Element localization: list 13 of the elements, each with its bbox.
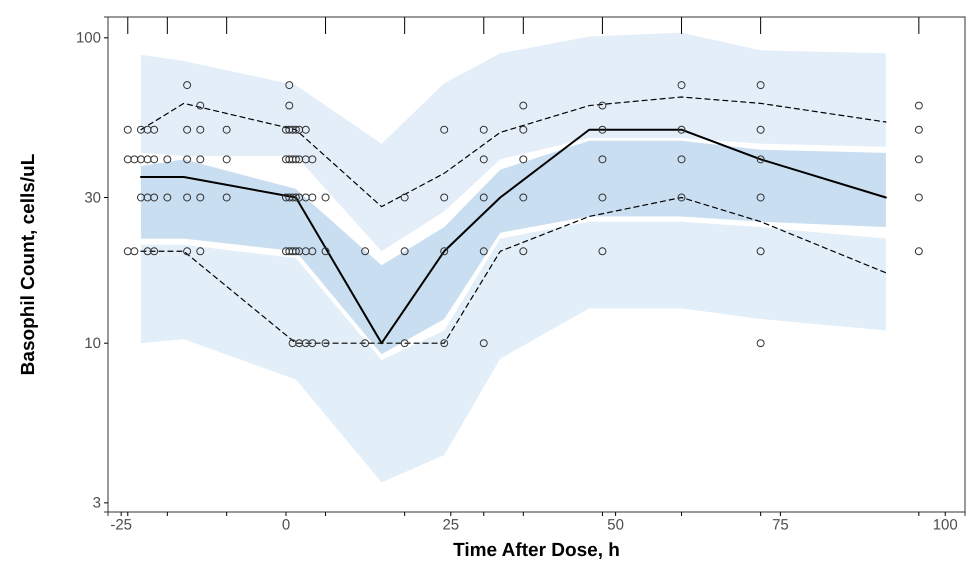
y-tick-label: 10 [84,334,101,352]
y-tick-label: 100 [76,30,101,47]
x-tick-label: 25 [442,516,460,534]
y-axis-title: Basophil Count, cells/uL [18,153,39,376]
x-tick-label: 100 [932,516,958,534]
y-tick-label: 30 [84,189,101,206]
x-tick-label: -25 [110,516,132,534]
line-series [140,96,886,208]
x-axis-title: Time After Dose, h [453,540,620,561]
x-tick-label: 75 [772,516,789,534]
x-tick-label: 50 [607,516,624,534]
y-tick-label: 3 [92,494,101,512]
x-tick-label: 0 [282,516,290,534]
